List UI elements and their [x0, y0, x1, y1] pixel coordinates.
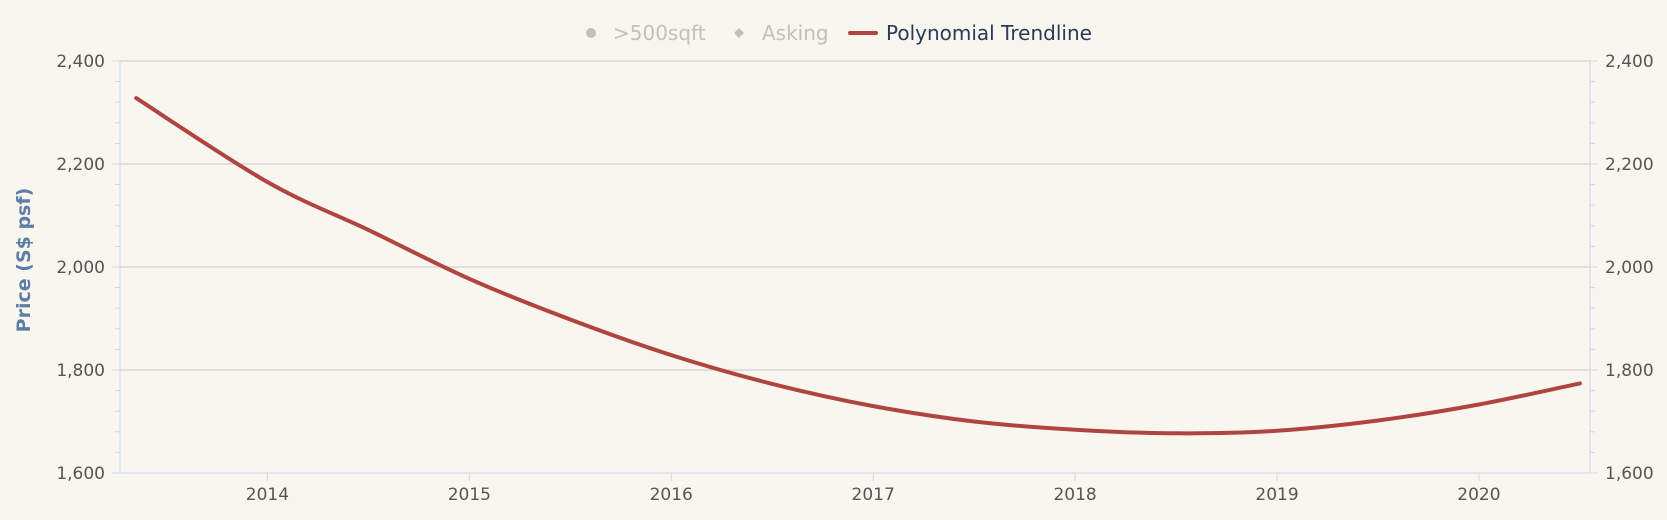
- y-tick-label-left: 2,000: [56, 258, 105, 278]
- x-tick-label: 2018: [1053, 485, 1096, 505]
- x-tick-label: 2014: [246, 485, 289, 505]
- legend-item-500sqft[interactable]: >500sqft: [586, 21, 706, 45]
- y-axis-title: Price (S$ psf): [13, 188, 35, 333]
- legend-label-asking: Asking: [762, 21, 829, 45]
- x-tick-label: 2019: [1255, 485, 1298, 505]
- legend-item-asking[interactable]: Asking: [734, 21, 829, 45]
- legend-label-polynomial-trendline: Polynomial Trendline: [886, 21, 1092, 45]
- series-group: [134, 96, 1582, 436]
- x-tick-label: 2017: [852, 485, 895, 505]
- legend-item-polynomial-trendline[interactable]: Polynomial Trendline: [848, 21, 1092, 45]
- y-tick-label-left: 1,800: [56, 361, 105, 381]
- x-tick-label: 2020: [1457, 485, 1500, 505]
- y-tick-label-left: 2,400: [56, 52, 105, 72]
- series-line-polynomial-trendline: [134, 96, 1582, 436]
- y-tick-label-right: 1,800: [1605, 361, 1654, 381]
- y-tick-label-right: 2,400: [1605, 52, 1654, 72]
- y-axis-left-labels: 1,600 1,800 2,000 2,200 2,400: [56, 52, 105, 484]
- y-tick-label-left: 2,200: [56, 155, 105, 175]
- x-tick-label: 2015: [448, 485, 491, 505]
- x-axis-labels: 2014 2015 2016 2017 2018 2019 2020: [246, 485, 1501, 505]
- y-tick-label-right: 2,200: [1605, 155, 1654, 175]
- legend-label-500sqft: >500sqft: [613, 21, 706, 45]
- x-tick-label: 2016: [650, 485, 693, 505]
- legend-diamond-icon: [734, 28, 744, 38]
- legend-circle-icon: [586, 28, 596, 38]
- y-tick-label-right: 2,000: [1605, 258, 1654, 278]
- y-tick-label-right: 1,600: [1605, 464, 1654, 484]
- y-tick-label-left: 1,600: [56, 464, 105, 484]
- legend: >500sqft Asking Polynomial Trendline: [586, 21, 1092, 45]
- y-axis-right-labels: 1,600 1,800 2,000 2,200 2,400: [1605, 52, 1654, 484]
- axes: [112, 60, 1598, 481]
